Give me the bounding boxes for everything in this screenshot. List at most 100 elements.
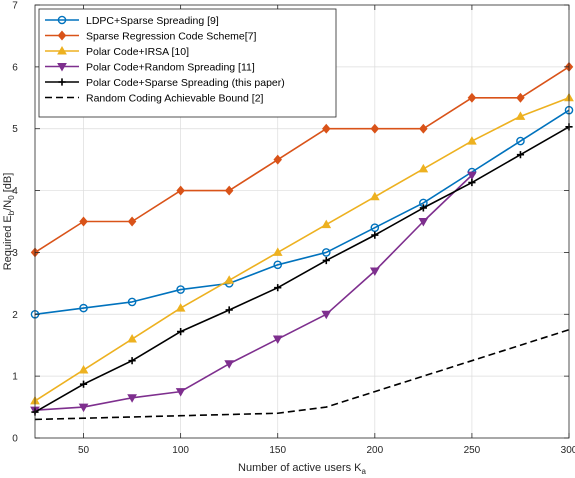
series-4 bbox=[30, 171, 477, 416]
data-point bbox=[78, 364, 89, 374]
y-tick-label: 7 bbox=[12, 1, 18, 12]
legend-label: Polar Code+IRSA [10] bbox=[86, 46, 189, 58]
data-point bbox=[516, 151, 525, 159]
y-tick-label: 1 bbox=[12, 372, 18, 383]
data-point bbox=[224, 360, 235, 369]
legend-label: Polar Code+Random Spreading [11] bbox=[86, 61, 255, 73]
y-tick-label: 5 bbox=[12, 124, 18, 135]
series-line bbox=[34, 174, 473, 411]
data-point bbox=[322, 256, 330, 265]
data-point bbox=[272, 335, 283, 345]
data-point bbox=[78, 403, 89, 413]
data-point bbox=[79, 216, 88, 227]
data-point bbox=[370, 123, 380, 134]
data-point bbox=[418, 218, 429, 227]
data-point bbox=[321, 248, 331, 257]
data-point bbox=[370, 223, 380, 232]
legend-marker bbox=[57, 63, 67, 72]
legend-item: Random Coding Achievable Bound [2] bbox=[45, 92, 264, 104]
data-point bbox=[273, 154, 282, 165]
y-axis-label-sub-0: 0 bbox=[7, 195, 16, 200]
legend-marker bbox=[58, 78, 66, 86]
data-point bbox=[177, 328, 185, 336]
series-line bbox=[34, 328, 570, 421]
data-point bbox=[468, 178, 476, 187]
series-line bbox=[34, 109, 570, 316]
data-point bbox=[176, 185, 185, 196]
data-point bbox=[467, 136, 477, 145]
legend-item: Polar Code+Random Spreading [11] bbox=[45, 61, 255, 73]
data-point bbox=[274, 284, 282, 292]
legend-item: Polar Code+IRSA [10] bbox=[45, 46, 189, 58]
x-axis-label-main: Number of active users K bbox=[238, 462, 362, 474]
legend-item: Sparse Regression Code Scheme[7] bbox=[45, 30, 257, 42]
legend-label: Sparse Regression Code Scheme[7] bbox=[86, 30, 257, 42]
data-point bbox=[467, 171, 477, 181]
series-line bbox=[34, 97, 570, 402]
data-point bbox=[175, 388, 186, 397]
data-point bbox=[225, 306, 233, 314]
data-point bbox=[127, 334, 137, 343]
data-point bbox=[127, 216, 137, 227]
data-point bbox=[369, 267, 380, 276]
data-point bbox=[79, 303, 88, 313]
data-point bbox=[224, 185, 234, 196]
x-axis-label: Number of active users Ka bbox=[238, 462, 367, 476]
legend-marker bbox=[57, 45, 67, 55]
data-point bbox=[128, 357, 136, 365]
data-point bbox=[369, 191, 380, 201]
ticks: 50 100 150 200 250 300 0 1 2 3 4 5 6 7 bbox=[12, 1, 575, 457]
data-point bbox=[321, 310, 332, 320]
data-point bbox=[321, 219, 332, 229]
data-point bbox=[371, 231, 379, 239]
series-5 bbox=[31, 123, 573, 416]
legend: LDPC+Sparse Spreading [9] Sparse Regressi… bbox=[38, 8, 337, 118]
legend-marker bbox=[57, 30, 67, 41]
legend-box bbox=[38, 8, 337, 118]
plot-frame bbox=[34, 4, 570, 439]
y-tick-label: 3 bbox=[12, 248, 18, 259]
x-tick-label: 250 bbox=[464, 445, 481, 456]
series-line bbox=[34, 66, 570, 254]
data-point bbox=[127, 394, 137, 403]
data-point bbox=[515, 111, 526, 120]
series-line bbox=[34, 126, 570, 413]
y-axis-label-suffix: [dB] bbox=[2, 173, 14, 196]
series-6 bbox=[34, 328, 570, 421]
y-axis-label-mid: /N bbox=[2, 200, 14, 211]
y-tick-label: 2 bbox=[12, 310, 18, 321]
data-point bbox=[418, 163, 429, 173]
legend-label: Polar Code+Sparse Spreading (this paper) bbox=[86, 77, 285, 89]
y-axis-label-sub-b: b bbox=[7, 210, 16, 215]
x-tick-label: 200 bbox=[366, 445, 383, 456]
y-axis-label-prefix: Required E bbox=[2, 215, 14, 270]
legend-label: Random Coding Achievable Bound [2] bbox=[86, 92, 264, 104]
data-point bbox=[273, 260, 283, 270]
legend-marker bbox=[57, 15, 67, 25]
data-point bbox=[79, 380, 88, 388]
data-point bbox=[419, 123, 428, 134]
data-point bbox=[516, 92, 525, 103]
data-point bbox=[127, 297, 137, 307]
data-point bbox=[176, 285, 185, 294]
legend-item: Polar Code+Sparse Spreading (this paper) bbox=[45, 77, 285, 89]
y-tick-label: 6 bbox=[12, 62, 18, 73]
series-3 bbox=[30, 92, 574, 405]
x-tick-label: 50 bbox=[78, 445, 90, 456]
y-tick-label: 4 bbox=[12, 186, 18, 197]
data-point bbox=[272, 247, 283, 256]
legend-label: LDPC+Sparse Spreading [9] bbox=[86, 15, 219, 27]
legend-item: LDPC+Sparse Spreading [9] bbox=[45, 15, 219, 27]
data-point bbox=[175, 303, 186, 312]
series-1 bbox=[30, 105, 574, 319]
y-axis-label: Required Eb/N0 [dB] bbox=[2, 173, 16, 271]
data-point bbox=[516, 136, 525, 146]
data-point bbox=[467, 92, 477, 103]
x-tick-label: 150 bbox=[269, 445, 286, 456]
data-point bbox=[322, 123, 331, 134]
x-tick-label: 300 bbox=[561, 445, 575, 456]
x-axis-label-subscript: a bbox=[362, 467, 367, 476]
y-tick-label: 0 bbox=[12, 434, 18, 445]
data-point bbox=[224, 275, 235, 284]
